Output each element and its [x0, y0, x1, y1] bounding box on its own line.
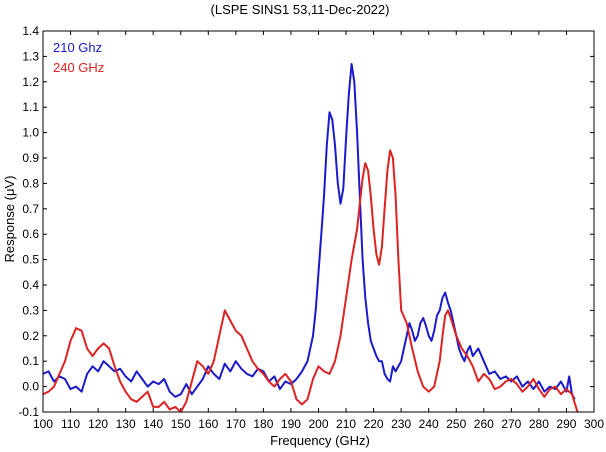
y-axis: -0.1 0.0 0.1 0.2 0.3 0.4 0.5 0.6 0.7 0.8 0.9 1.0 1.1…	[18, 24, 594, 419]
y-tick-label: 0.5	[22, 253, 39, 267]
chart-title: (LSPE SINS1 53,11-Dec-2022)	[211, 2, 390, 17]
x-tick-label: 300	[584, 417, 604, 431]
y-tick-label: 0.9	[22, 151, 39, 165]
y-tick-label: 0.1	[22, 354, 39, 368]
y-tick-label: 1.4	[22, 24, 39, 38]
x-tick-label: 170	[226, 417, 246, 431]
legend-entry-240-ghz: 240 GHz	[53, 60, 104, 75]
y-tick-label: 0.8	[22, 176, 39, 190]
x-tick-label: 120	[88, 417, 108, 431]
y-tick-label: 0.3	[22, 303, 39, 317]
x-tick-label: 270	[501, 417, 521, 431]
x-tick-label: 280	[529, 417, 549, 431]
y-tick-label: 0.2	[22, 329, 39, 343]
x-tick-label: 260	[474, 417, 494, 431]
x-tick-label: 100	[33, 417, 53, 431]
x-axis: 100 110 120 130 140 150 160 170 180 190 200 210 220 2…	[33, 31, 604, 431]
y-tick-label: 0.7	[22, 202, 39, 216]
x-tick-label: 160	[198, 417, 218, 431]
y-tick-label: 0.4	[22, 278, 39, 292]
y-tick-label: 1.1	[22, 100, 39, 114]
legend: 210 Ghz 240 GHz	[53, 40, 104, 75]
series-line-210-ghz	[43, 63, 576, 400]
x-tick-label: 240	[419, 417, 439, 431]
x-tick-label: 290	[556, 417, 576, 431]
series-line-240-ghz	[43, 149, 579, 412]
x-tick-label: 190	[281, 417, 301, 431]
plot-frame	[42, 30, 595, 413]
y-tick-label: 0.0	[22, 380, 39, 394]
x-axis-label: Frequency (GHz)	[270, 433, 370, 448]
x-tick-label: 110	[61, 417, 80, 431]
x-tick-label: 130	[116, 417, 136, 431]
x-tick-label: 250	[446, 417, 466, 431]
y-tick-label: 1.2	[22, 75, 39, 89]
legend-entry-210-ghz: 210 Ghz	[53, 40, 102, 55]
x-tick-label: 230	[391, 417, 411, 431]
x-tick-label: 150	[171, 417, 191, 431]
y-axis-label: Response (μV)	[2, 176, 17, 263]
x-tick-label: 220	[364, 417, 384, 431]
y-tick-label: 1.0	[22, 126, 39, 140]
x-tick-label: 180	[253, 417, 273, 431]
y-tick-label: 1.3	[22, 49, 39, 63]
x-tick-label: 140	[143, 417, 163, 431]
x-tick-label: 200	[308, 417, 328, 431]
y-tick-label: -0.1	[18, 405, 39, 419]
y-tick-label: 0.6	[22, 227, 39, 241]
x-tick-label: 210	[336, 417, 356, 431]
series-lines	[43, 63, 579, 412]
